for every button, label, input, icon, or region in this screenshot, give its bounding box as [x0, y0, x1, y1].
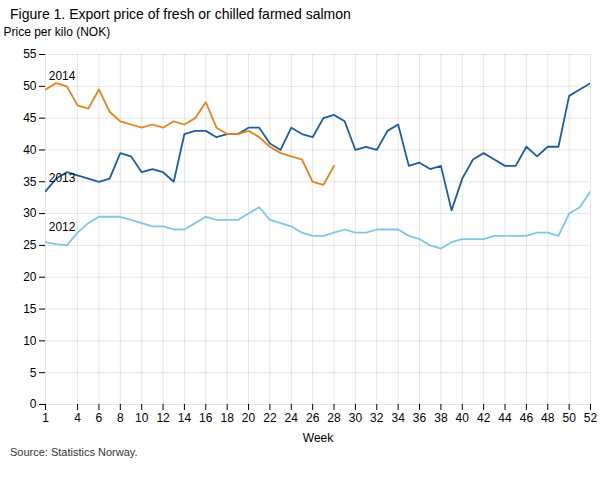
svg-text:48: 48 [541, 411, 555, 425]
svg-text:20: 20 [242, 411, 256, 425]
svg-text:26: 26 [306, 411, 320, 425]
svg-text:0: 0 [30, 397, 37, 411]
svg-text:50: 50 [562, 411, 576, 425]
svg-text:20: 20 [23, 270, 37, 284]
svg-text:6: 6 [96, 411, 103, 425]
svg-text:44: 44 [498, 411, 512, 425]
svg-text:25: 25 [23, 238, 37, 252]
svg-text:5: 5 [30, 366, 37, 380]
svg-text:36: 36 [413, 411, 427, 425]
svg-text:15: 15 [23, 302, 37, 316]
svg-text:46: 46 [520, 411, 534, 425]
svg-text:Price per kilo (NOK): Price per kilo (NOK) [4, 25, 111, 39]
svg-text:2012: 2012 [49, 220, 76, 234]
svg-text:2014: 2014 [49, 69, 76, 83]
html-text:Source: Statistics Norway.: Source: Statistics Norway. [10, 446, 138, 458]
svg-text:38: 38 [434, 411, 448, 425]
svg-text:4: 4 [74, 411, 81, 425]
svg-text:30: 30 [349, 411, 363, 425]
svg-text:12: 12 [156, 411, 170, 425]
svg-text:Week: Week [303, 431, 334, 445]
svg-text:28: 28 [327, 411, 341, 425]
svg-text:45: 45 [23, 111, 37, 125]
svg-text:10: 10 [135, 411, 149, 425]
svg-text:55: 55 [23, 47, 37, 61]
svg-text:30: 30 [23, 206, 37, 220]
svg-text:10: 10 [23, 334, 37, 348]
svg-text:22: 22 [263, 411, 277, 425]
svg-text:40: 40 [23, 143, 37, 157]
html-text:Figure 1. Export price of fres: Figure 1. Export price of fresh or chill… [10, 6, 351, 22]
svg-text:42: 42 [477, 411, 491, 425]
svg-text:1: 1 [42, 411, 49, 425]
svg-text:14: 14 [178, 411, 192, 425]
svg-text:18: 18 [220, 411, 234, 425]
svg-text:8: 8 [117, 411, 124, 425]
svg-text:34: 34 [391, 411, 405, 425]
svg-text:2013: 2013 [49, 171, 76, 185]
svg-text:50: 50 [23, 79, 37, 93]
svg-text:52: 52 [584, 411, 598, 425]
svg-text:35: 35 [23, 175, 37, 189]
svg-text:32: 32 [370, 411, 384, 425]
svg-text:24: 24 [285, 411, 299, 425]
svg-text:16: 16 [199, 411, 213, 425]
svg-text:40: 40 [456, 411, 470, 425]
